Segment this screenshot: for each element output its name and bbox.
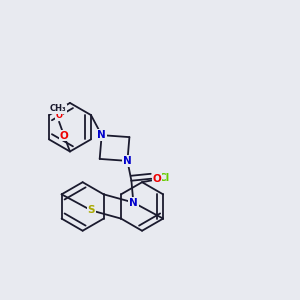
Text: N: N xyxy=(129,197,138,208)
Text: O: O xyxy=(56,111,63,120)
Text: N: N xyxy=(97,130,106,140)
Text: N: N xyxy=(123,156,132,166)
Text: S: S xyxy=(88,206,95,215)
Text: CH₃: CH₃ xyxy=(50,104,66,113)
Text: Cl: Cl xyxy=(158,173,169,183)
Text: O: O xyxy=(153,174,161,184)
Text: O: O xyxy=(60,130,68,141)
